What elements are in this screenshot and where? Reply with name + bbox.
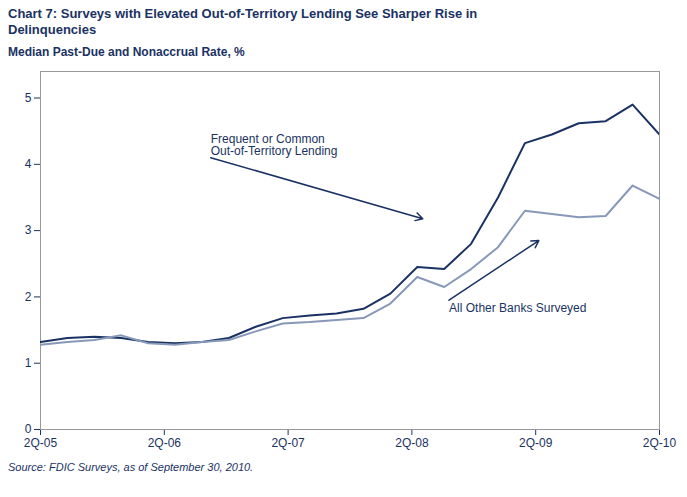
svg-text:2Q-05: 2Q-05 xyxy=(24,436,58,450)
svg-text:Frequent or CommonOut-of-Terri: Frequent or CommonOut-of-Territory Lendi… xyxy=(211,131,338,157)
svg-text:2Q-10: 2Q-10 xyxy=(643,436,677,450)
svg-text:4: 4 xyxy=(25,157,32,171)
svg-text:2Q-07: 2Q-07 xyxy=(271,436,305,450)
svg-text:3: 3 xyxy=(25,223,32,237)
svg-text:2Q-08: 2Q-08 xyxy=(395,436,429,450)
html-text:Chart 7: Surveys with Elevated: Chart 7: Surveys with Elevated Out-of-Te… xyxy=(8,6,478,38)
svg-text:1: 1 xyxy=(25,356,32,370)
svg-text:2Q-09: 2Q-09 xyxy=(519,436,553,450)
svg-text:All Other Banks Surveyed: All Other Banks Surveyed xyxy=(449,300,586,314)
svg-text:5: 5 xyxy=(25,90,32,104)
svg-text:2: 2 xyxy=(25,289,32,303)
svg-text:2Q-06: 2Q-06 xyxy=(148,436,182,450)
html-text:Source: FDIC Surveys, as of Se: Source: FDIC Surveys, as of September 30… xyxy=(8,460,254,473)
html-text:Median Past-Due and Nonaccrual: Median Past-Due and Nonaccrual Rate, % xyxy=(8,44,245,59)
svg-text:0: 0 xyxy=(25,422,32,436)
